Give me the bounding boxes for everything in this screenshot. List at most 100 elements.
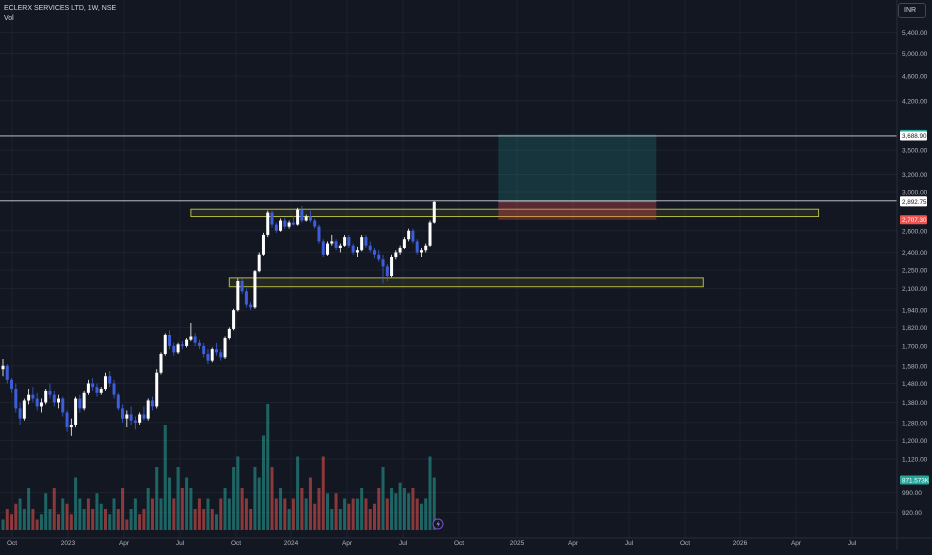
y-axis-label: 990.00	[902, 490, 922, 497]
y-axis-label: 4,600.00	[902, 74, 928, 81]
symbol-title[interactable]: ECLERX SERVICES LTD, 1W, NSE	[4, 5, 117, 12]
volume-bar	[176, 467, 180, 530]
volume-bar	[317, 488, 321, 530]
volume-bar	[163, 425, 167, 530]
volume-bar	[74, 477, 78, 530]
x-axis-label: Jul	[399, 540, 408, 547]
candle-body	[61, 398, 65, 413]
candle-body	[125, 414, 129, 419]
candle-body	[313, 220, 317, 227]
x-axis-label: Apr	[119, 540, 130, 547]
y-axis-label: 1,280.00	[902, 420, 928, 427]
volume-bar	[223, 488, 227, 530]
candle-body	[300, 209, 304, 221]
volume-bar	[1, 519, 5, 530]
volume-bar	[330, 509, 334, 530]
candle-body	[10, 379, 14, 390]
volume-bar	[304, 498, 308, 530]
long-position-tool[interactable]	[498, 134, 657, 220]
candle-body	[215, 349, 218, 353]
volume-bar	[86, 498, 90, 530]
candle-body	[355, 250, 359, 253]
price-tag-label: 3,688.90	[902, 133, 927, 140]
volume-bar	[411, 488, 415, 530]
candle-body	[121, 408, 125, 419]
volume-bar	[351, 498, 355, 530]
volume-bar	[61, 498, 65, 530]
volume-bar	[227, 498, 231, 530]
price-tag-label: 2,707.30	[902, 217, 927, 224]
price-axis[interactable]: 5,400.00 5,000.00 4,600.00 4,200.00 3,500.00…	[896, 0, 928, 550]
volume-bar	[368, 509, 372, 530]
volume-bar	[407, 493, 411, 530]
volume-bar	[69, 514, 73, 530]
volume-bar	[326, 493, 330, 530]
volume-bar	[232, 467, 236, 530]
candle-body	[82, 392, 86, 409]
volume-bar	[14, 503, 18, 530]
candle-body	[108, 376, 112, 384]
x-axis-label: 2025	[510, 540, 525, 547]
candle-body	[202, 345, 206, 355]
candle-body	[176, 344, 180, 353]
candle-body	[253, 271, 257, 308]
volume-bar	[44, 493, 48, 530]
volume-bar	[206, 498, 210, 530]
candle-body	[95, 387, 99, 393]
zones	[190, 208, 820, 288]
x-axis-label: 2026	[733, 540, 748, 547]
volume-bar	[364, 498, 368, 530]
candle-body	[385, 266, 389, 277]
candle-body	[189, 336, 193, 340]
volume-bar	[343, 498, 347, 530]
grid	[0, 0, 897, 538]
volume-bar	[91, 509, 95, 530]
candle-body	[338, 245, 342, 248]
y-axis-label: 2,100.00	[902, 286, 928, 293]
volume-tag	[900, 475, 929, 485]
candle-body	[244, 291, 248, 305]
candle-body	[65, 412, 69, 428]
candle-body	[419, 250, 423, 253]
volume-bar	[381, 467, 385, 530]
candle-body	[283, 220, 287, 227]
candle-body	[424, 245, 428, 251]
candle-body	[197, 342, 201, 346]
candle-body	[428, 222, 432, 246]
volume-bar	[133, 498, 137, 530]
x-axis-label: Jul	[176, 540, 185, 547]
candle-body	[206, 354, 210, 361]
volume-bar	[146, 488, 150, 530]
candle-body	[368, 245, 372, 251]
candle-body	[236, 281, 240, 311]
volume-bar	[274, 498, 278, 530]
y-axis-label: 1,700.00	[902, 343, 928, 350]
volume-bar	[360, 488, 364, 530]
volume-bar	[39, 514, 43, 530]
candle-body	[266, 212, 270, 235]
volume-bars	[1, 404, 436, 530]
candle-body	[274, 224, 278, 231]
volume-bar	[150, 498, 154, 530]
horizontal-lines[interactable]	[0, 135, 897, 202]
volume-tag-label: 871.573K	[902, 477, 930, 484]
volume-bar	[48, 509, 52, 530]
volume-bar	[78, 498, 82, 530]
lightning-icon[interactable]	[432, 518, 444, 530]
volume-bar	[27, 488, 31, 530]
currency-button[interactable]: INR	[898, 3, 926, 18]
candle-body	[210, 349, 214, 361]
x-axis-label: 2024	[284, 540, 299, 547]
candle-body	[219, 352, 223, 358]
time-axis[interactable]: Oct 2023 Apr Jul Oct 2024 Apr Jul Oct 2025 Apr Jul O…	[0, 537, 932, 547]
zone-rectangle	[190, 208, 820, 218]
volume-bar	[155, 467, 159, 530]
candle-body	[138, 414, 142, 423]
volume-bar	[57, 514, 61, 530]
volume-bar	[108, 514, 112, 530]
candle-body	[116, 394, 120, 409]
volume-indicator-label[interactable]: Vol	[4, 15, 14, 22]
